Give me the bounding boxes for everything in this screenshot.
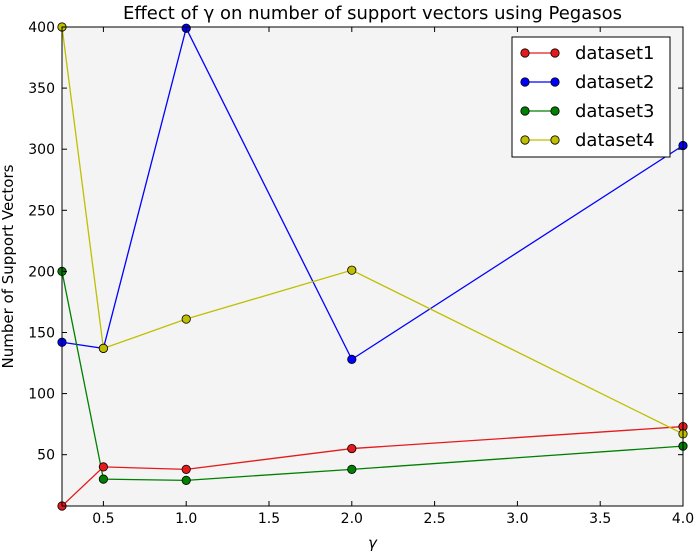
legend-label-dataset2: dataset2 (575, 72, 655, 93)
y-tick-label-4: 250 (28, 203, 55, 219)
data-point-dataset1-2 (181, 464, 191, 474)
legend-marker-left-dataset1 (520, 48, 530, 58)
data-point-dataset4-1 (98, 343, 109, 353)
legend-label-dataset1: dataset1 (575, 43, 655, 64)
legend-label-dataset3: dataset3 (575, 101, 655, 122)
x-tick-label-5: 3.0 (506, 511, 528, 527)
legend-marker-left-dataset3 (520, 106, 530, 116)
x-tick-label-3: 2.0 (341, 511, 363, 527)
x-tick-label-4: 2.5 (423, 511, 445, 527)
y-tick-label-7: 400 (28, 20, 55, 36)
y-tick-label-6: 350 (28, 81, 55, 97)
legend-marker-left-dataset4 (520, 135, 530, 145)
data-point-dataset2-3 (347, 354, 357, 364)
x-tick-label-1: 1.0 (175, 511, 197, 527)
y-tick-label-2: 150 (28, 325, 55, 341)
y-tick-label-1: 100 (28, 387, 55, 403)
legend-marker-right-dataset2 (550, 77, 560, 87)
data-point-dataset4-3 (347, 265, 357, 275)
legend-label-dataset4: dataset4 (575, 130, 655, 151)
data-point-dataset3-2 (181, 475, 191, 485)
legend-marker-right-dataset1 (550, 48, 560, 58)
x-tick-label-2: 1.5 (258, 511, 280, 527)
legend-marker-right-dataset3 (550, 106, 560, 116)
x-tick-label-0: 0.5 (92, 511, 114, 527)
data-point-dataset3-1 (98, 474, 109, 484)
legend-marker-right-dataset4 (550, 135, 560, 145)
y-tick-label-0: 50 (37, 448, 55, 464)
x-tick-label-6: 3.5 (589, 511, 611, 527)
marker-group (57, 22, 688, 511)
x-axis-label: γ (368, 534, 378, 552)
y-axis-label: Number of Support Vectors (0, 164, 17, 368)
data-point-dataset3-3 (347, 464, 357, 474)
legend: dataset1 dataset2 dataset3 dataset4 (511, 36, 671, 158)
legend-marker-left-dataset2 (520, 77, 530, 87)
chart-title: Effect of γ on number of support vectors… (123, 3, 622, 24)
x-tick-label-7: 4.0 (672, 511, 694, 527)
y-tick-label-3: 200 (28, 264, 55, 280)
y-tick-label-5: 300 (28, 142, 55, 158)
legend-box (511, 36, 671, 158)
data-point-dataset4-2 (181, 314, 191, 324)
plot-frame (61, 26, 684, 507)
data-point-dataset1-1 (98, 462, 109, 472)
data-point-dataset1-3 (347, 443, 357, 454)
